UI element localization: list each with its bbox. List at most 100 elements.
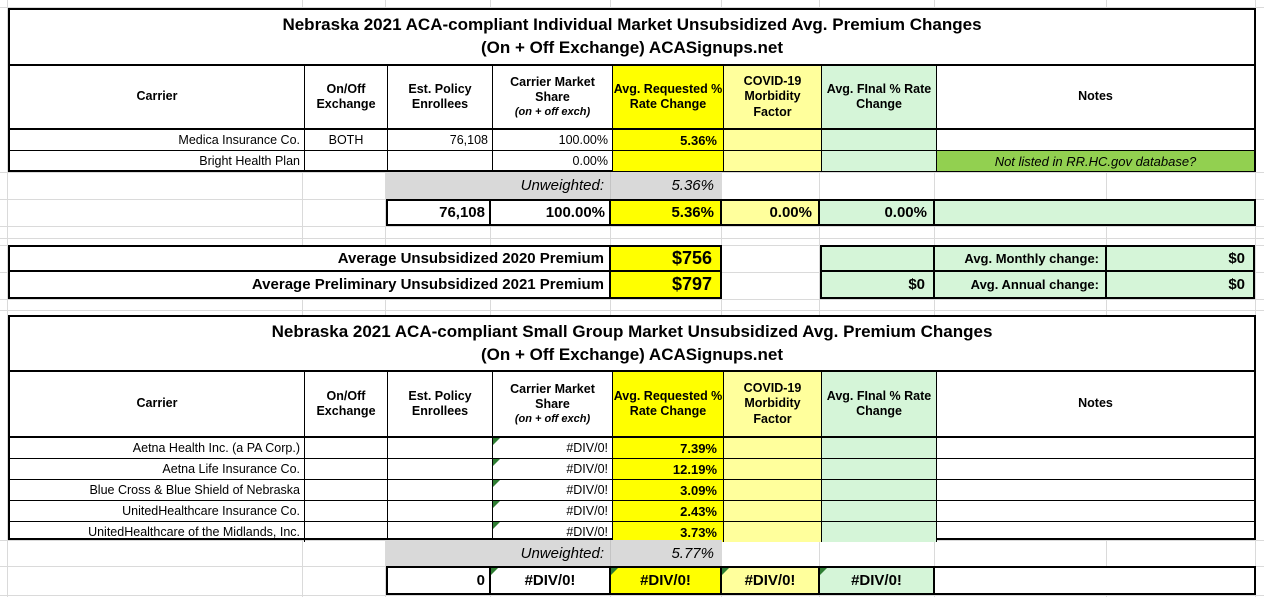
column-header-exchange[interactable]: On/Off Exchange <box>305 372 388 436</box>
cell-enrollees[interactable] <box>388 438 493 458</box>
cell-final[interactable] <box>822 130 937 150</box>
total-covid[interactable]: #DIV/0! <box>722 568 820 593</box>
cell-enrollees[interactable]: 76,108 <box>388 130 493 150</box>
cell-notes[interactable] <box>937 438 1254 458</box>
cell-covid[interactable] <box>724 130 822 150</box>
cell-exchange[interactable] <box>305 501 388 521</box>
total-notes[interactable] <box>935 201 1254 224</box>
column-header-final[interactable]: Avg. FInal % Rate Change <box>822 372 937 436</box>
cell-requested[interactable]: 3.73% <box>613 522 724 542</box>
column-header-covid[interactable]: COVID-19 Morbidity Factor <box>724 372 822 436</box>
column-header-final[interactable]: Avg. FInal % Rate Change <box>822 66 937 128</box>
column-header-enrollees[interactable]: Est. Policy Enrollees <box>388 66 493 128</box>
total-final[interactable]: 0.00% <box>820 201 935 224</box>
total-market-share[interactable]: 100.00% <box>491 201 611 224</box>
column-header-market-share[interactable]: Carrier Market Share (on + off exch) <box>493 372 613 436</box>
cell-carrier[interactable]: Aetna Health Inc. (a PA Corp.) <box>10 438 305 458</box>
column-header-market-share[interactable]: Carrier Market Share (on + off exch) <box>493 66 613 128</box>
column-header-notes[interactable]: Notes <box>1078 396 1113 411</box>
cell-carrier[interactable]: UnitedHealthcare of the Midlands, Inc. <box>10 522 305 542</box>
cell-exchange[interactable]: BOTH <box>305 130 388 150</box>
premium-2020-value[interactable]: $756 <box>609 247 720 272</box>
individual-market-table: Nebraska 2021 ACA-compliant Individual M… <box>8 8 1256 172</box>
total-enrollees[interactable]: 0 <box>388 568 491 593</box>
cell-requested[interactable]: 2.43% <box>613 501 724 521</box>
cell-market-share[interactable]: #DIV/0! <box>493 501 613 521</box>
unweighted-label[interactable]: Unweighted: <box>386 172 611 199</box>
total-requested[interactable]: #DIV/0! <box>611 568 722 593</box>
cell-carrier[interactable]: UnitedHealthcare Insurance Co. <box>10 501 305 521</box>
cell-notes[interactable] <box>937 459 1254 479</box>
cell-enrollees[interactable] <box>388 501 493 521</box>
cell-notes[interactable] <box>937 501 1254 521</box>
individual-table-title: Nebraska 2021 ACA-compliant Individual M… <box>10 10 1254 66</box>
cell-covid[interactable] <box>724 501 822 521</box>
cell-final[interactable] <box>822 151 937 171</box>
monthly-change-label[interactable]: Avg. Monthly change: <box>933 247 1105 272</box>
cell-requested[interactable] <box>613 151 724 171</box>
cell-market-share[interactable]: #DIV/0! <box>493 480 613 500</box>
premium-2020-label[interactable]: Average Unsubsidized 2020 Premium <box>10 247 609 272</box>
cell-exchange[interactable] <box>305 151 388 171</box>
cell-exchange[interactable] <box>305 522 388 542</box>
column-header-carrier[interactable]: Carrier <box>10 372 305 436</box>
cell-market-share[interactable]: #DIV/0! <box>493 522 613 542</box>
total-requested[interactable]: 5.36% <box>611 201 722 224</box>
cell-notes[interactable]: Not listed in RR.HC.gov database? <box>937 151 1254 171</box>
unweighted-value[interactable]: 5.77% <box>611 540 722 566</box>
cell-enrollees[interactable] <box>388 459 493 479</box>
cell-final[interactable] <box>822 438 937 458</box>
cell-requested[interactable]: 5.36% <box>613 130 724 150</box>
cell-requested[interactable]: 12.19% <box>613 459 724 479</box>
cell-final[interactable] <box>822 522 937 542</box>
unweighted-label[interactable]: Unweighted: <box>386 540 611 566</box>
annual-change-value[interactable]: $0 <box>1105 272 1253 297</box>
cell-enrollees[interactable] <box>388 522 493 542</box>
total-enrollees[interactable]: 76,108 <box>388 201 491 224</box>
cell-market-share[interactable]: #DIV/0! <box>493 459 613 479</box>
cell-requested[interactable]: 7.39% <box>613 438 724 458</box>
cell-carrier[interactable]: Aetna Life Insurance Co. <box>10 459 305 479</box>
cell-enrollees[interactable] <box>388 151 493 171</box>
column-header-carrier[interactable]: Carrier <box>10 66 305 128</box>
cell-notes[interactable] <box>937 522 1254 542</box>
cell-exchange[interactable] <box>305 459 388 479</box>
total-market-share[interactable]: #DIV/0! <box>491 568 611 593</box>
monthly-change-value[interactable]: $0 <box>1105 247 1253 272</box>
premium-2021-value[interactable]: $797 <box>609 272 720 297</box>
cell-carrier[interactable]: Blue Cross & Blue Shield of Nebraska <box>10 480 305 500</box>
total-covid[interactable]: 0.00% <box>722 201 820 224</box>
total-notes[interactable] <box>935 568 1254 593</box>
cell-covid[interactable] <box>724 480 822 500</box>
cell-notes[interactable] <box>937 130 1254 150</box>
cell-exchange[interactable] <box>305 480 388 500</box>
unweighted-value[interactable]: 5.36% <box>611 172 722 199</box>
cell-covid[interactable] <box>724 522 822 542</box>
cell-exchange[interactable] <box>305 438 388 458</box>
column-header-covid[interactable]: COVID-19 Morbidity Factor <box>724 66 822 128</box>
column-header-requested[interactable]: Avg. Requested % Rate Change <box>613 372 724 436</box>
cell-carrier[interactable]: Bright Health Plan <box>10 151 305 171</box>
final-change-dollar-cell[interactable]: $0 <box>822 272 933 297</box>
cell-market-share[interactable]: #DIV/0! <box>493 438 613 458</box>
cell-enrollees[interactable] <box>388 480 493 500</box>
total-final[interactable]: #DIV/0! <box>820 568 935 593</box>
premium-2021-label[interactable]: Average Preliminary Unsubsidized 2021 Pr… <box>251 276 604 293</box>
cell-covid[interactable] <box>724 438 822 458</box>
column-header-notes[interactable]: Notes <box>1078 89 1113 104</box>
cell-covid[interactable] <box>724 459 822 479</box>
cell-final[interactable] <box>822 480 937 500</box>
cell-notes[interactable] <box>937 480 1254 500</box>
column-header-requested[interactable]: Avg. Requested % Rate Change <box>613 66 724 128</box>
cell-requested[interactable]: 3.09% <box>613 480 724 500</box>
cell-market-share[interactable]: 0.00% <box>493 151 613 171</box>
cell-covid[interactable] <box>724 151 822 171</box>
cell-carrier[interactable]: Medica Insurance Co. <box>10 130 305 150</box>
cell-final[interactable] <box>822 459 937 479</box>
column-header-enrollees[interactable]: Est. Policy Enrollees <box>388 372 493 436</box>
final-change-empty-cell[interactable] <box>822 247 933 272</box>
column-header-exchange[interactable]: On/Off Exchange <box>305 66 388 128</box>
cell-final[interactable] <box>822 501 937 521</box>
cell-market-share[interactable]: 100.00% <box>493 130 613 150</box>
annual-change-label[interactable]: Avg. Annual change: <box>933 272 1105 297</box>
